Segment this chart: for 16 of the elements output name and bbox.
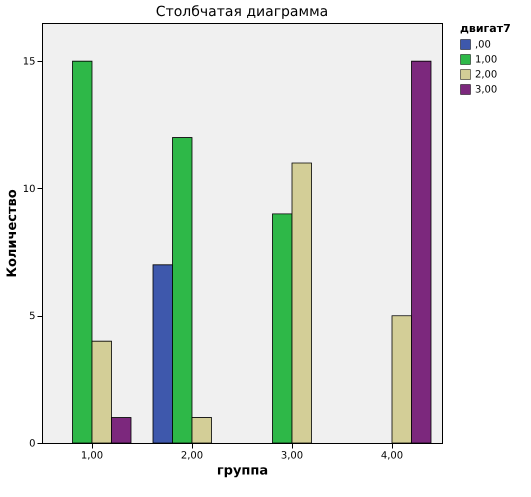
x-axis-title: группа bbox=[216, 464, 268, 478]
legend-label: 2,00 bbox=[475, 70, 498, 80]
y-tick-label: 10 bbox=[22, 184, 36, 195]
x-tick-label: 2,00 bbox=[180, 450, 204, 462]
y-tick-label: 5 bbox=[29, 311, 36, 322]
x-tick-label: 1,00 bbox=[80, 450, 104, 462]
legend-label: 1,00 bbox=[475, 54, 498, 66]
chart-title: Столбчатая диаграмма bbox=[156, 4, 328, 20]
legend-title: двигат7 bbox=[460, 22, 511, 35]
x-tick-label: 4,00 bbox=[380, 450, 404, 462]
x-tick-label: 3,00 bbox=[280, 450, 304, 462]
y-tick-label: 15 bbox=[22, 56, 36, 68]
y-axis-title: Количество bbox=[4, 189, 20, 278]
legend-label: 3,00 bbox=[475, 84, 498, 96]
y-tick-label: 0 bbox=[29, 438, 36, 450]
legend-label: ,00 bbox=[475, 40, 491, 50]
